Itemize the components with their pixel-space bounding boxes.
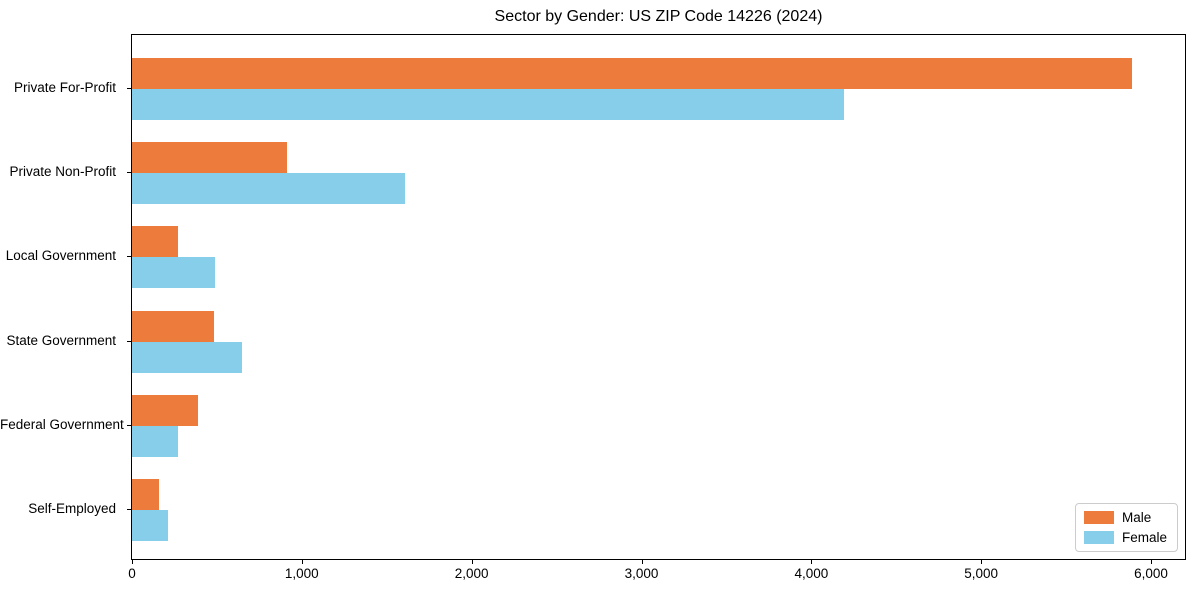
x-tick [301, 560, 303, 564]
x-tick-label: 4,000 [794, 566, 829, 581]
bar-male-6 [132, 479, 160, 510]
legend-row-male: Male [1083, 510, 1167, 525]
legend-row-female: Female [1083, 530, 1167, 545]
plot-area: Male Female [131, 34, 1186, 560]
bar-female-1 [132, 89, 844, 120]
x-tick [641, 560, 643, 564]
y-axis-label: Private For-Profit [13, 80, 116, 95]
y-axis-label: Federal Government [0, 416, 124, 432]
chart-title: Sector by Gender: US ZIP Code 14226 (202… [494, 8, 823, 25]
y-axis-label: State Government [6, 332, 116, 348]
x-tick [981, 560, 983, 564]
x-tick-label: 2,000 [454, 566, 489, 581]
bar-male-5 [132, 394, 199, 426]
x-tick-label: 1,000 [284, 566, 319, 581]
legend-swatch-male [1083, 511, 1114, 524]
legend: Male Female [1074, 503, 1178, 552]
y-tick [127, 509, 131, 510]
bar-female-5 [132, 425, 178, 457]
y-tick [127, 340, 131, 342]
x-tick-label: 5,000 [964, 566, 999, 581]
bar-male-4 [132, 310, 214, 342]
bar-male-3 [132, 226, 178, 258]
legend-label-male: Male [1121, 510, 1152, 525]
x-tick [132, 560, 133, 564]
y-tick [127, 88, 131, 89]
y-tick [127, 424, 131, 426]
bar-female-3 [132, 257, 216, 289]
y-tick [127, 172, 131, 174]
bar-male-2 [132, 142, 287, 174]
legend-swatch-female [1083, 531, 1114, 544]
bar-male-1 [132, 58, 1133, 89]
y-tick [127, 256, 131, 258]
x-tick [1151, 560, 1152, 564]
bar-female-2 [132, 173, 406, 205]
x-tick-label: 6,000 [1134, 566, 1168, 581]
y-axis-label: Local Government [5, 248, 116, 264]
y-axis-label: Self-Employed [28, 501, 116, 516]
y-axis-label: Private Non-Profit [9, 164, 116, 180]
legend-label-female: Female [1121, 530, 1167, 545]
x-tick-label: 0 [128, 566, 136, 581]
x-tick [811, 560, 813, 564]
bar-female-6 [132, 510, 168, 541]
x-tick-label: 3,000 [624, 566, 659, 581]
x-tick [471, 560, 473, 564]
bar-female-4 [132, 341, 243, 373]
